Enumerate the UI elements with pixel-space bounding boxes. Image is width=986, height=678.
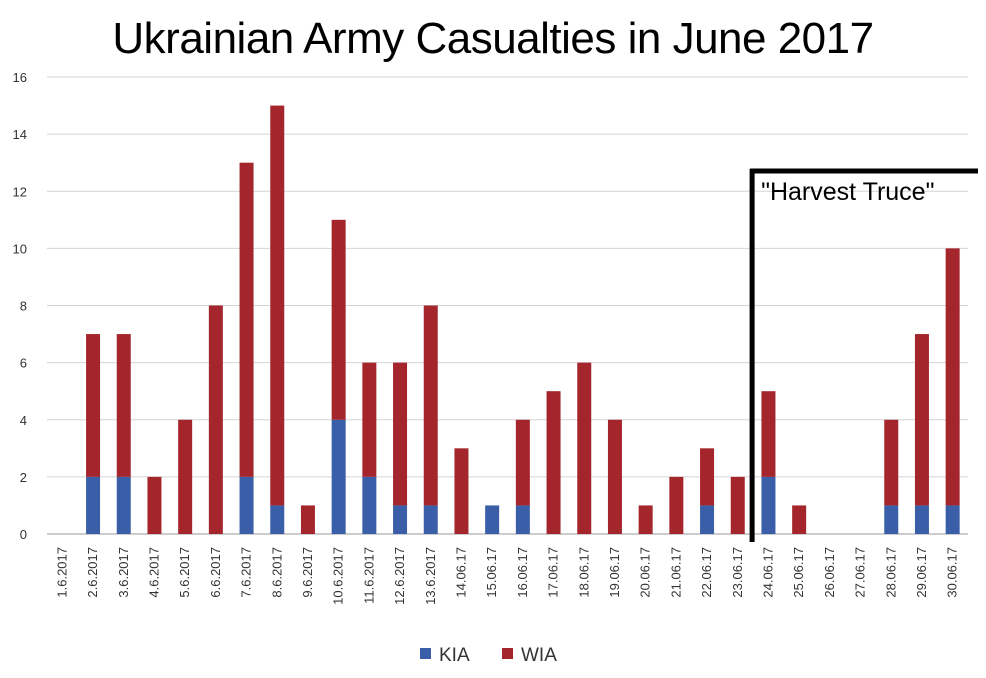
y-tick-label: 4 (20, 413, 27, 428)
y-axis-ticks: 0 2 4 6 8 10 12 14 16 (13, 70, 27, 542)
bar-wia (362, 362, 377, 477)
y-tick-label: 14 (13, 127, 27, 142)
legend-label-wia: WIA (521, 645, 557, 666)
y-tick-label: 6 (20, 356, 27, 371)
bar-wia (178, 419, 193, 534)
bar-kia (239, 476, 254, 534)
x-tick-label: 14.06.17 (453, 547, 468, 598)
bar-kia (362, 476, 377, 534)
x-tick-label: 3.6.2017 (116, 547, 131, 598)
x-tick-label: 22.06.17 (699, 547, 714, 598)
bar-wia (208, 305, 223, 534)
bar-wia (792, 505, 807, 534)
bar-wia (945, 248, 960, 506)
x-tick-label: 11.6.2017 (361, 547, 376, 604)
bar-kia (423, 505, 438, 534)
legend-label-kia: KIA (439, 645, 470, 666)
x-tick-label: 17.06.17 (546, 547, 561, 598)
bar-wia (884, 419, 899, 506)
bar-kia (393, 505, 408, 534)
x-axis-ticks: 1.6.2017 2.6.2017 3.6.2017 4.6.2017 5.6.2017… (54, 547, 959, 605)
legend-swatch-wia (502, 648, 513, 659)
legend: KIA WIA (420, 645, 557, 666)
harvest-truce-annotation: "Harvest Truce" (749, 168, 978, 542)
x-tick-label: 30.06.17 (945, 547, 960, 598)
x-tick-label: 19.06.17 (607, 547, 622, 598)
bar-wia (147, 476, 162, 534)
x-tick-label: 12.6.2017 (392, 547, 407, 605)
bar-kia (761, 476, 776, 534)
bar-kia (945, 505, 960, 534)
y-tick-label: 2 (20, 470, 27, 485)
x-tick-label: 4.6.2017 (146, 547, 161, 598)
y-tick-label: 10 (13, 241, 27, 256)
x-tick-label: 13.6.2017 (423, 547, 438, 605)
bar-kia (116, 476, 131, 534)
bar-wia (546, 391, 561, 534)
y-tick-label: 0 (20, 527, 27, 542)
bar-wia (700, 448, 715, 506)
bar-wia (669, 476, 684, 534)
bar-wia (515, 419, 530, 506)
x-tick-label: 18.06.17 (576, 547, 591, 598)
x-tick-label: 28.06.17 (883, 547, 898, 598)
bar-wia (454, 448, 469, 534)
x-tick-label: 25.06.17 (791, 547, 806, 598)
x-tick-label: 20.06.17 (638, 547, 653, 598)
x-tick-label: 5.6.2017 (177, 547, 192, 598)
annotation-label: "Harvest Truce" (761, 178, 934, 206)
x-tick-label: 29.06.17 (914, 547, 929, 598)
bar-wia (86, 334, 101, 477)
x-tick-label: 16.06.17 (515, 547, 530, 598)
bar-wia (300, 505, 315, 534)
x-tick-label: 15.06.17 (484, 547, 499, 598)
x-tick-label: 7.6.2017 (239, 547, 254, 598)
bar-wia (607, 419, 622, 534)
bar-wia (423, 305, 438, 506)
y-tick-label: 8 (20, 299, 27, 314)
y-tick-label: 16 (13, 70, 27, 85)
bar-kia (331, 419, 346, 534)
bar-wia (331, 219, 346, 420)
bar-kia (700, 505, 715, 534)
bar-wia (730, 476, 745, 534)
x-tick-label: 1.6.2017 (54, 547, 69, 598)
chart-title: Ukrainian Army Casualties in June 2017 (112, 14, 874, 63)
bar-wia (116, 334, 131, 477)
x-tick-label: 2.6.2017 (85, 547, 100, 598)
x-tick-label: 9.6.2017 (300, 547, 315, 598)
x-tick-label: 23.06.17 (730, 547, 745, 598)
y-tick-label: 12 (13, 184, 27, 199)
bar-kia (884, 505, 899, 534)
bar-wia (761, 391, 776, 477)
x-tick-label: 21.06.17 (668, 547, 683, 598)
legend-swatch-kia (420, 648, 431, 659)
bar-wia (393, 362, 408, 506)
bar-kia (515, 505, 530, 534)
bar-kia (914, 505, 929, 534)
x-tick-label: 6.6.2017 (208, 547, 223, 598)
bar-kia (86, 476, 101, 534)
x-tick-label: 10.6.2017 (331, 547, 346, 605)
x-tick-label: 24.06.17 (760, 547, 775, 598)
x-tick-label: 27.06.17 (853, 547, 868, 598)
x-tick-label: 8.6.2017 (269, 547, 284, 598)
bar-kia (485, 505, 500, 534)
gridlines (47, 76, 968, 535)
bar-wia (239, 162, 254, 477)
bar-wia (914, 334, 929, 506)
bars (86, 105, 960, 534)
bar-wia (270, 105, 285, 506)
bar-wia (577, 362, 592, 534)
x-tick-label: 26.06.17 (822, 547, 837, 598)
bar-kia (270, 505, 285, 534)
bar-wia (638, 505, 653, 534)
